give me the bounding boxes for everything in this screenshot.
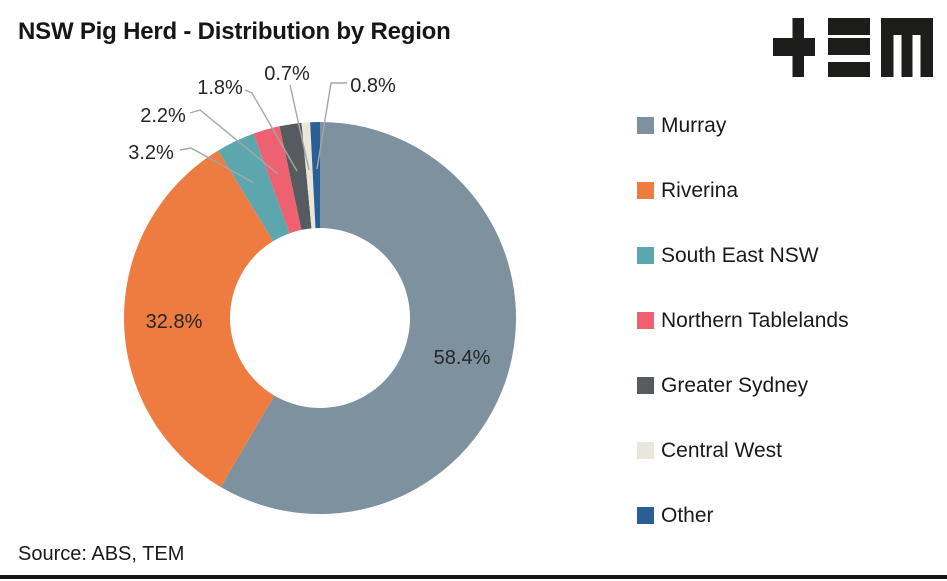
data-label-other: 0.8% — [350, 75, 396, 97]
logo-e-bar-top — [828, 18, 870, 35]
legend-item-riverina: Riverina — [637, 174, 849, 206]
legend-swatch-central-west — [637, 441, 654, 459]
legend-label-central-west: Central West — [661, 438, 782, 462]
data-label-murray: 58.4% — [434, 347, 491, 369]
data-label-greater-sydney: 1.8% — [197, 77, 243, 99]
legend-item-central-west: Central West — [637, 434, 849, 466]
legend-item-other: Other — [637, 499, 849, 531]
legend-label-northern-tablelands: Northern Tablelands — [661, 308, 849, 332]
donut-chart: 58.4% 32.8% 3.2% 2.2% 1.8% 0.7% 0.8% — [123, 63, 516, 514]
logo-e-bar-bottom — [828, 62, 870, 77]
legend-item-south-east-nsw: South East NSW — [637, 239, 849, 271]
slice-murray — [220, 122, 516, 514]
leader-line-south-east-nsw — [179, 147, 255, 184]
legend: Murray Riverina South East NSW Northern … — [637, 109, 849, 564]
legend-label-riverina: Riverina — [661, 178, 739, 202]
tem-logo — [773, 18, 933, 77]
legend-label-other: Other — [661, 503, 714, 527]
leader-line-other — [316, 82, 347, 170]
legend-label-south-east-nsw: South East NSW — [661, 243, 819, 267]
legend-item-greater-sydney: Greater Sydney — [637, 369, 849, 401]
logo-t-horizontal-bar — [773, 38, 815, 56]
footer-bar — [0, 575, 947, 579]
legend-swatch-riverina — [637, 181, 654, 199]
data-label-central-west: 0.7% — [264, 63, 310, 85]
legend-swatch-northern-tablelands — [637, 311, 654, 329]
legend-swatch-murray — [637, 116, 654, 134]
legend-label-murray: Murray — [661, 113, 727, 137]
data-label-south-east-nsw: 3.2% — [128, 142, 174, 164]
logo-e-bar-middle — [828, 38, 870, 55]
slice-other — [310, 122, 320, 229]
slice-central-west — [301, 122, 316, 229]
legend-swatch-other — [637, 506, 654, 524]
legend-label-greater-sydney: Greater Sydney — [661, 373, 809, 397]
legend-item-northern-tablelands: Northern Tablelands — [637, 304, 849, 336]
data-label-riverina: 32.8% — [146, 311, 203, 333]
leader-line-central-west — [289, 84, 310, 171]
data-label-northern-tablelands: 2.2% — [140, 105, 186, 127]
logo-m-glyph — [881, 18, 933, 77]
source-note: Source: ABS, TEM — [18, 543, 185, 565]
legend-swatch-greater-sydney — [637, 376, 654, 394]
chart-title: NSW Pig Herd - Distribution by Region — [18, 18, 451, 45]
legend-item-murray: Murray — [637, 109, 849, 141]
leader-line-northern-tablelands — [189, 109, 279, 175]
slice-northern-tablelands — [253, 126, 302, 234]
legend-swatch-south-east-nsw — [637, 246, 654, 264]
slice-riverina — [123, 150, 275, 487]
slice-greater-sydney — [279, 122, 312, 230]
slice-south-east-nsw — [218, 133, 290, 242]
leader-line-greater-sydney — [244, 89, 298, 172]
